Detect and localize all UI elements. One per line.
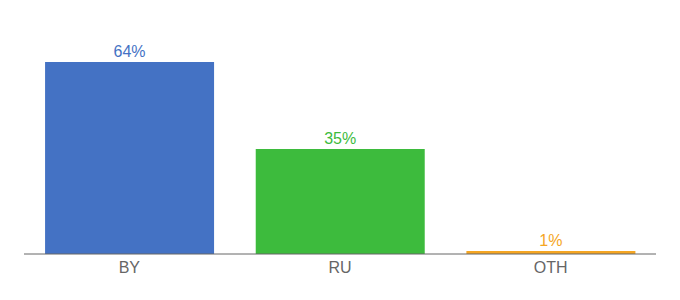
svg-text:64%: 64%: [114, 43, 146, 60]
svg-text:OTH: OTH: [534, 259, 568, 276]
svg-text:RU: RU: [328, 259, 351, 276]
svg-text:1%: 1%: [539, 232, 562, 249]
svg-text:35%: 35%: [324, 130, 356, 147]
svg-text:BY: BY: [119, 259, 141, 276]
